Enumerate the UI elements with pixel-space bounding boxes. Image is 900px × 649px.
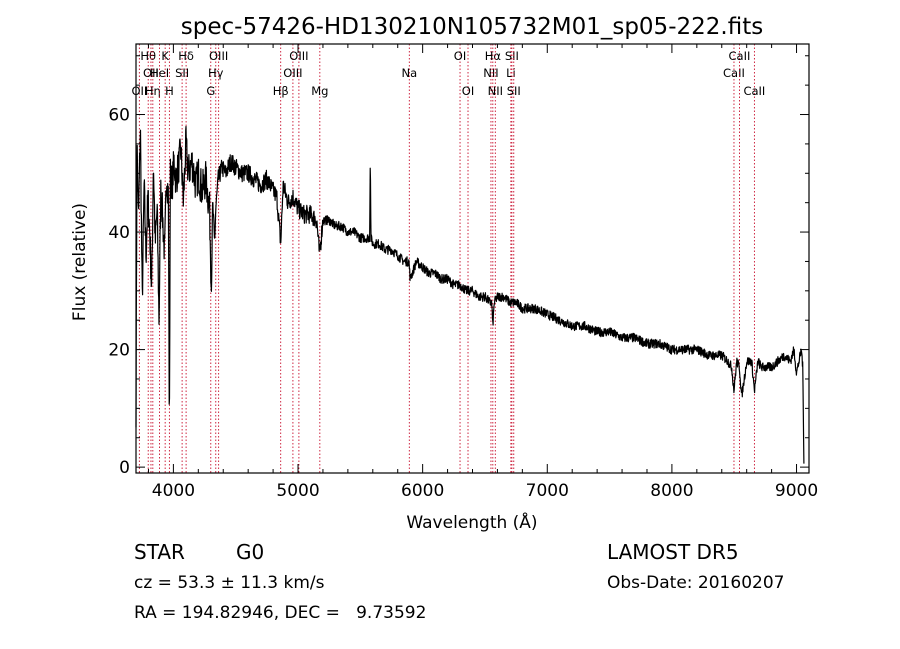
line-label: H [165, 84, 174, 98]
line-label: SII [175, 66, 189, 80]
line-label: OIII [289, 49, 308, 63]
line-label: CaII [729, 49, 751, 63]
line-label: Mg [311, 84, 328, 98]
survey-name: LAMOST DR5 [607, 540, 739, 564]
line-label: G [206, 84, 215, 98]
line-label: K [161, 49, 169, 63]
axis-ticks: 4000 5000 6000 7000 8000 9000 0 20 40 60 [108, 44, 818, 501]
object-class: STAR [134, 540, 185, 564]
line-label: NII [483, 66, 498, 80]
x-axis-label: Wavelength (Å) [406, 511, 537, 533]
plot-frame [135, 43, 810, 474]
x-tick-label: 8000 [650, 481, 693, 501]
line-label: CaII [743, 84, 765, 98]
line-label: Hβ [273, 84, 289, 98]
line-label: HeI [150, 66, 169, 80]
line-label: Hα [485, 49, 502, 63]
line-label: OIII [209, 49, 228, 63]
line-label: Hθ [140, 49, 156, 63]
spectrum-series-line [135, 125, 805, 464]
spectral-line-markers: OIIHθOIIHηHeIKHSIIHδGHγOIIIHβOIIIOIIIMgN… [131, 44, 765, 473]
line-label: Na [401, 66, 417, 80]
ra-dec-coordinates: RA = 194.82946, DEC = 9.73592 [134, 603, 427, 623]
x-tick-label: 7000 [526, 481, 569, 501]
line-label: Hδ [178, 49, 194, 63]
line-label: Li [506, 66, 516, 80]
line-label: CaII [723, 66, 745, 80]
line-label: SII [507, 84, 521, 98]
line-label: Hγ [208, 66, 224, 80]
line-label: Hη [145, 84, 161, 98]
x-tick-label: 4000 [152, 481, 195, 501]
observation-date: Obs-Date: 20160207 [607, 573, 785, 593]
redshift-velocity: cz = 53.3 ± 11.3 km/s [134, 573, 325, 593]
line-label: NII [488, 84, 503, 98]
y-tick-label: 40 [108, 223, 130, 243]
x-tick-label: 9000 [775, 481, 818, 501]
y-tick-label: 60 [108, 106, 130, 126]
y-tick-label: 0 [119, 458, 130, 478]
spectral-subclass: G0 [236, 540, 265, 564]
y-axis-label: Flux (relative) [70, 203, 90, 321]
chart-title: spec-57426-HD130210N105732M01_sp05-222.f… [181, 14, 763, 40]
line-label: OII [143, 66, 159, 80]
x-tick-label: 5000 [276, 481, 319, 501]
line-label: OI [462, 84, 474, 98]
y-tick-label: 20 [108, 341, 130, 361]
line-label: OIII [283, 66, 302, 80]
line-label: SII [505, 49, 519, 63]
line-label: OI [454, 49, 466, 63]
x-tick-label: 6000 [401, 481, 444, 501]
